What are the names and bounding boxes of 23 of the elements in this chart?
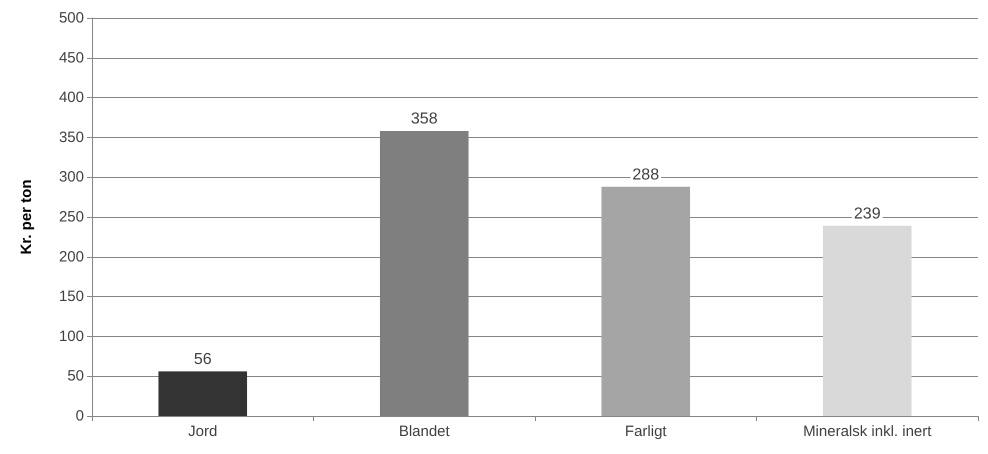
bar [601,186,690,416]
bar [822,226,912,416]
y-tick-label: 300 [58,168,84,186]
data-label: 288 [632,166,660,184]
data-label: 358 [410,110,438,128]
x-tick-label: Farligt [624,423,668,440]
y-tick-label: 0 [76,408,84,424]
data-label: 239 [854,205,881,222]
y-tick-label: 400 [58,89,84,106]
y-tick-label: 100 [58,328,84,345]
x-tick-label: Mineralsk inkl. inert [803,423,932,440]
y-tick-label: 450 [58,49,84,66]
y-tick-label: 150 [58,288,84,306]
x-tick-label: Jord [188,423,218,440]
y-tick-label: 200 [58,248,84,266]
bar [158,371,248,416]
y-tick-label: 50 [67,368,84,385]
y-tick-label: 350 [58,128,84,146]
data-label: 56 [194,350,212,368]
y-tick-label: 250 [58,208,84,226]
x-tick-label: Blandet [398,423,451,440]
y-axis-title: Kr. per ton [18,179,35,255]
y-tick-label: 500 [58,10,84,26]
